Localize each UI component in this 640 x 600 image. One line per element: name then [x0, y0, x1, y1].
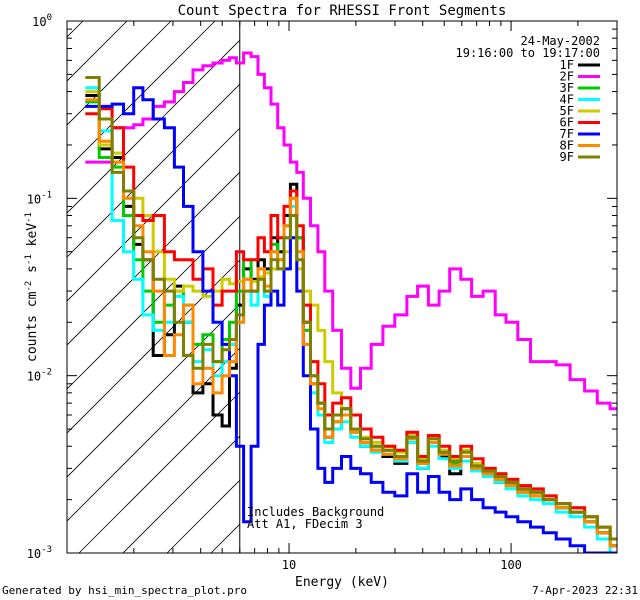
- series-line-2F: [85, 51, 617, 411]
- y-tick-labels: 100 10-1 10-2 10-3: [27, 13, 52, 561]
- y-tick-label: 10-2: [27, 368, 52, 384]
- chart-title: Count Spectra for RHESSI Front Segments: [178, 3, 507, 19]
- y-tick-label: 10-1: [27, 190, 52, 206]
- x-tick-label: 10: [282, 558, 296, 572]
- series-line-7F: [85, 86, 617, 553]
- x-axis-label: Energy (keV): [295, 575, 389, 590]
- hatch-line: [67, 21, 260, 214]
- hatch-line: [67, 21, 128, 82]
- y-axis-label: counts cm-2 s-1 keV-1: [24, 212, 40, 362]
- plot-frame: [66, 20, 618, 554]
- legend-label-8F: 8F: [560, 139, 574, 153]
- hatch-line: [67, 21, 304, 258]
- annotation-background: Includes Background: [247, 505, 384, 519]
- legend-label-7F: 7F: [560, 127, 574, 141]
- legend-label-1F: 1F: [560, 58, 574, 72]
- footer-timestamp: 7-Apr-2023 22:31: [532, 584, 638, 597]
- x-tick-labels: 10 100: [282, 558, 522, 572]
- hatch-line: [67, 21, 216, 170]
- footer-generated-by: Generated by hsi_min_spectra_plot.pro: [2, 584, 247, 597]
- y-tick-label: 10-3: [27, 545, 52, 561]
- annotation-attenuator: Att A1, FDecim 3: [247, 517, 363, 531]
- series-line-9F: [85, 76, 617, 541]
- date-label: 24-May-2002: [521, 34, 600, 48]
- x-tick-label: 100: [500, 558, 522, 572]
- axis-ticks: [66, 20, 618, 554]
- legend-label-3F: 3F: [560, 81, 574, 95]
- time-range-label: 19:16:00 to 19:17:00: [456, 46, 601, 60]
- hatch-line: [67, 21, 172, 126]
- legend-label-4F: 4F: [560, 93, 574, 107]
- legend-label-5F: 5F: [560, 104, 574, 118]
- legend-label-6F: 6F: [560, 116, 574, 130]
- series-group: [85, 51, 617, 553]
- legend-label-9F: 9F: [560, 150, 574, 164]
- y-tick-label: 100: [32, 13, 52, 29]
- legend-label-2F: 2F: [560, 70, 574, 84]
